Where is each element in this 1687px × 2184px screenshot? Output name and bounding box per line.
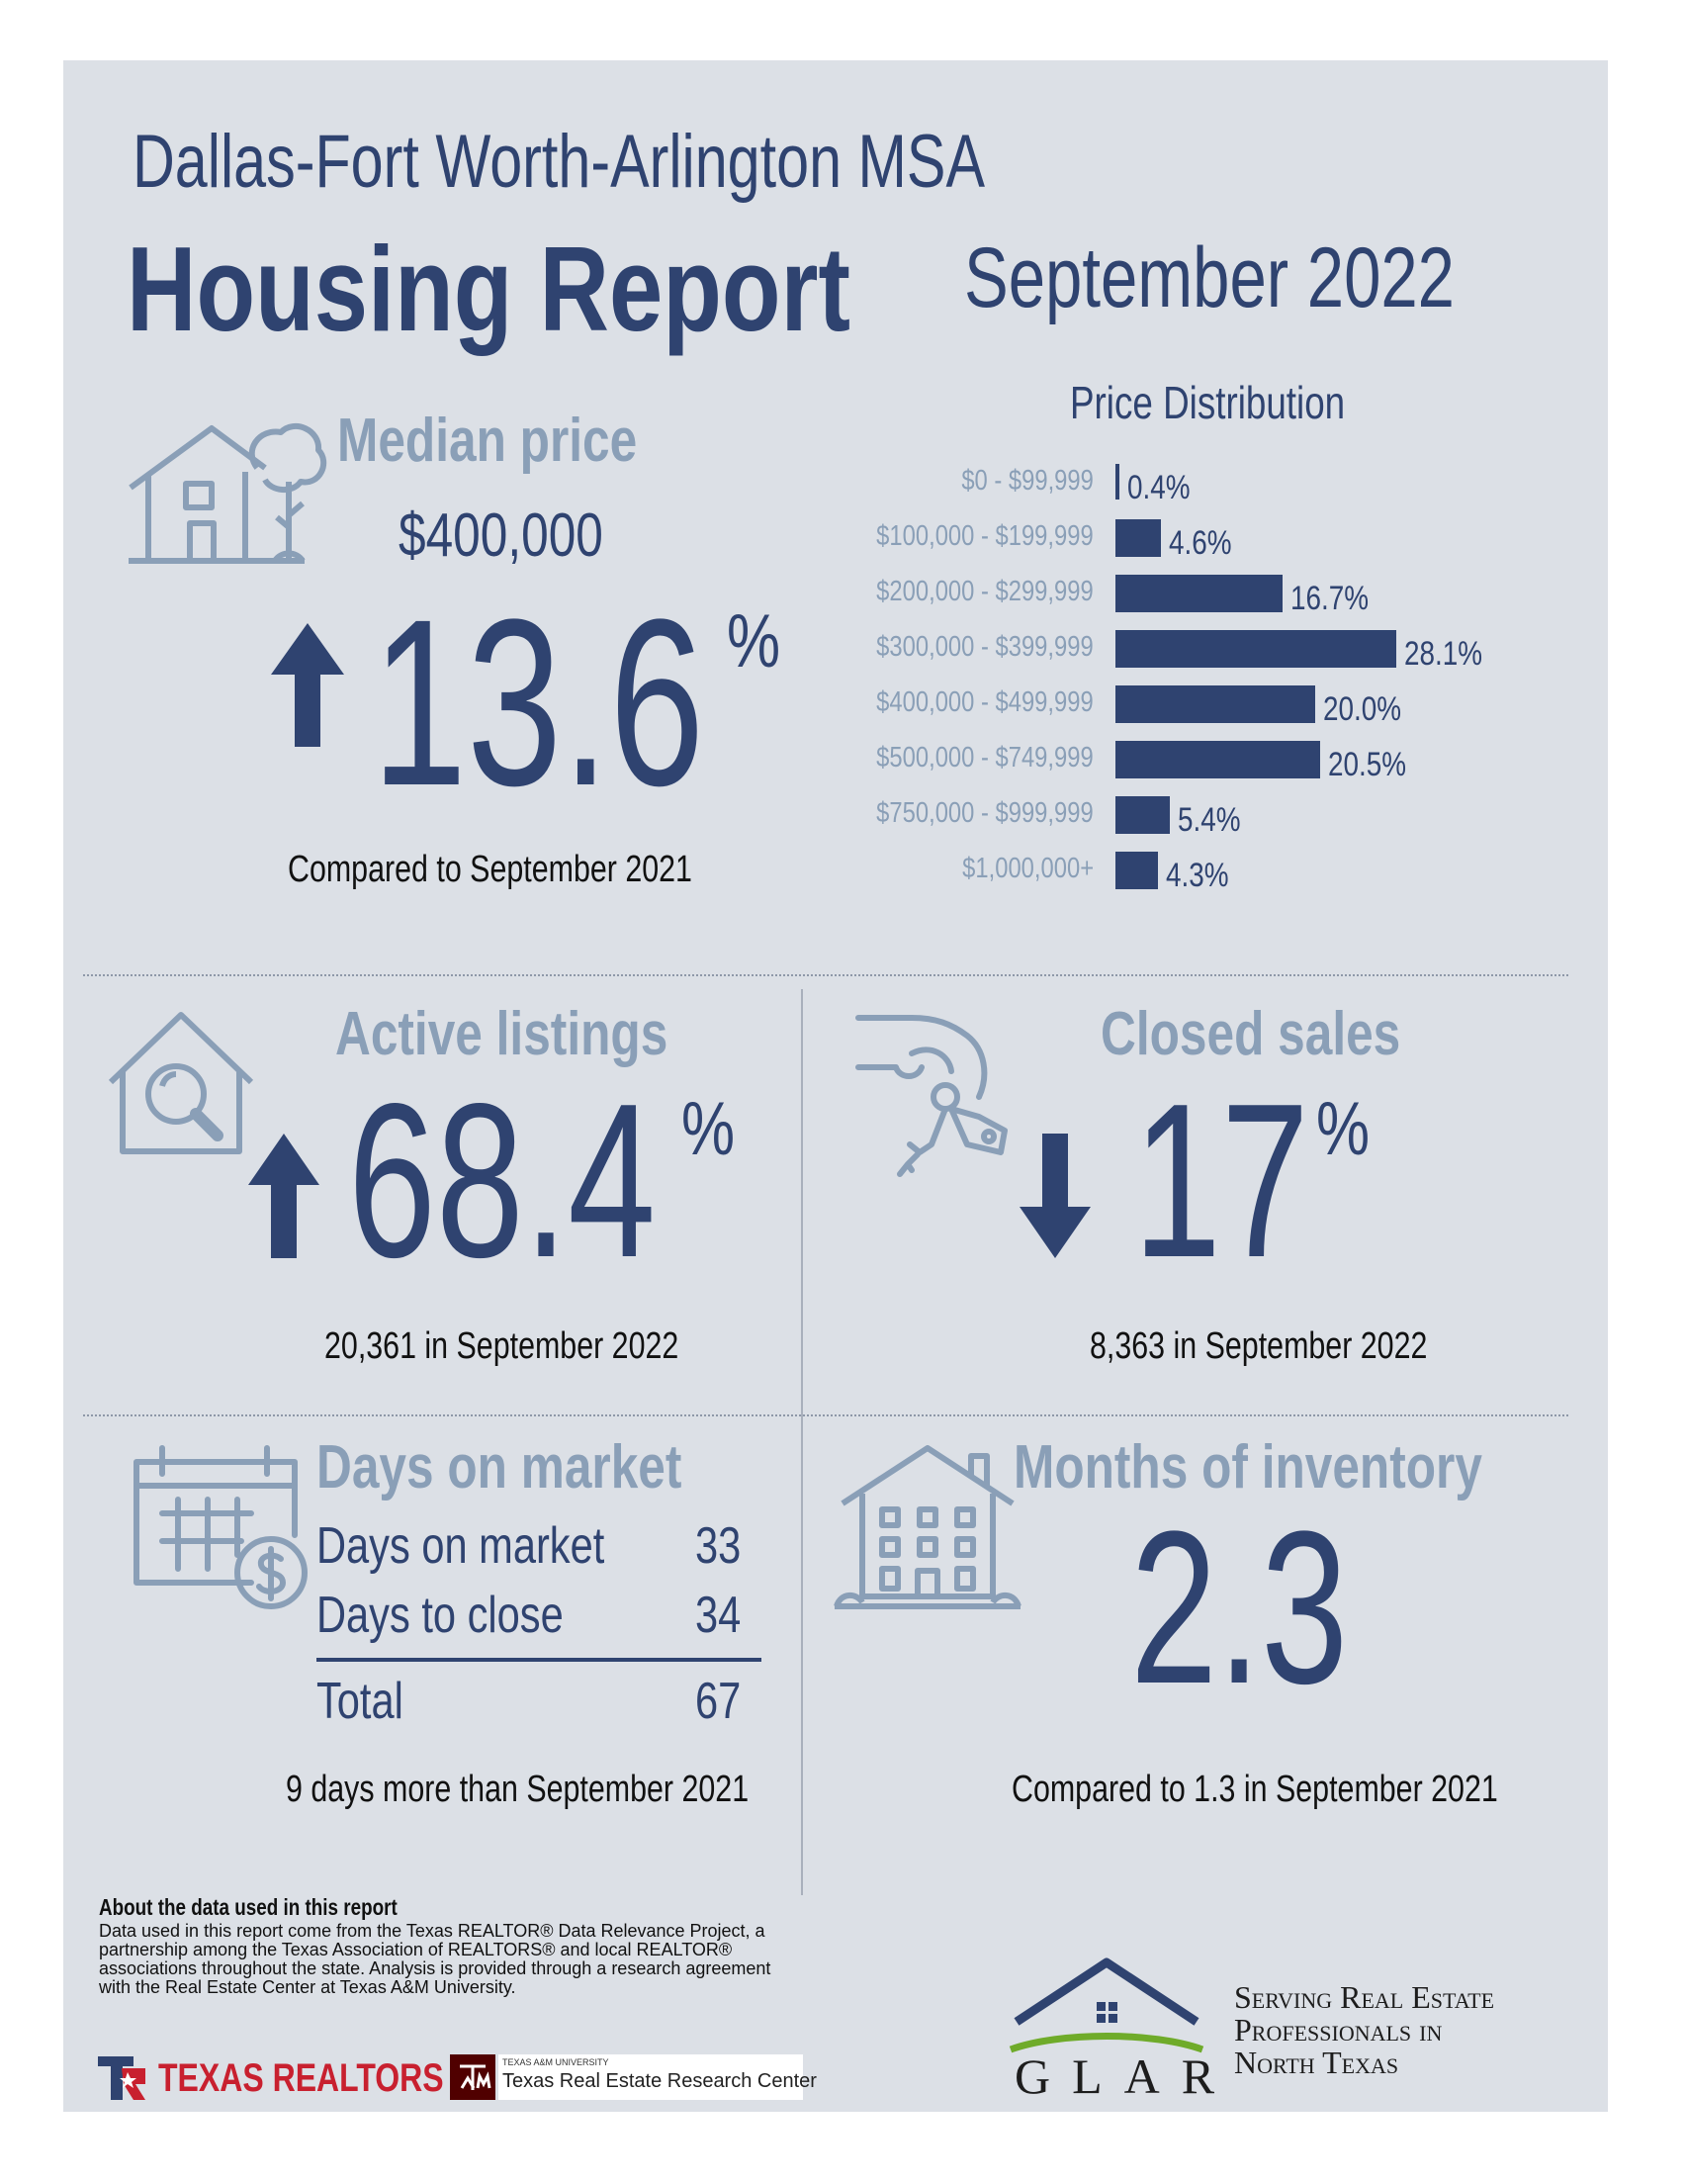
divider-top bbox=[83, 974, 1568, 976]
texas-realtors-logo: TEXAS REALTORS bbox=[158, 2056, 444, 2100]
chart-bar bbox=[1115, 575, 1283, 612]
total-label: Total bbox=[316, 1673, 403, 1730]
report-title: Housing Report bbox=[127, 222, 850, 356]
total-rule bbox=[316, 1658, 761, 1662]
moi-title: Months of inventory bbox=[1014, 1433, 1482, 1502]
house-tree-icon bbox=[129, 423, 327, 564]
tamu-logo-name: Texas Real Estate Research Center bbox=[502, 2070, 817, 2092]
moi-value: 2.3 bbox=[1130, 1486, 1349, 1729]
hand-keys-icon bbox=[855, 1015, 1008, 1177]
glar-tagline-line: Professionals in bbox=[1234, 2012, 1443, 2048]
median-change-value: 13.6 bbox=[372, 570, 705, 835]
active-listings-change: 68.4 bbox=[348, 1058, 657, 1304]
median-change-unit: % bbox=[727, 599, 781, 683]
active-listings-title: Active listings bbox=[335, 1000, 668, 1068]
arrow-up-icon bbox=[248, 1134, 319, 1258]
median-comparison: Compared to September 2021 bbox=[288, 849, 692, 890]
chart-bar bbox=[1115, 519, 1162, 557]
dom-row-value: 33 bbox=[695, 1517, 742, 1575]
total-value: 67 bbox=[695, 1673, 742, 1730]
house-search-icon bbox=[108, 1012, 254, 1154]
dom-row-label: Days on market bbox=[316, 1517, 605, 1575]
chart-data-label: 20.5% bbox=[1328, 746, 1407, 783]
median-price-title: Median price bbox=[337, 407, 638, 475]
about-text: Data used in this report come from the T… bbox=[99, 1921, 771, 1997]
chart-bar bbox=[1115, 852, 1159, 889]
period-title: September 2022 bbox=[964, 230, 1455, 325]
divider-middle bbox=[83, 1414, 1568, 1416]
texas-realtors-logo-mark bbox=[98, 2056, 145, 2100]
chart-category-label: $0 - $99,999 bbox=[961, 465, 1094, 497]
chart-bar bbox=[1115, 685, 1316, 723]
chart-bar bbox=[1115, 630, 1396, 668]
glar-tagline-line: North Texas bbox=[1234, 2045, 1399, 2080]
chart-title: Price Distribution bbox=[1070, 377, 1346, 428]
chart-bar bbox=[1115, 741, 1321, 778]
glar-tagline: Serving Real Estate Professionals in Nor… bbox=[1234, 1981, 1494, 2079]
tamu-logo-small: TEXAS A&M UNIVERSITY bbox=[502, 2057, 609, 2067]
glar-house-logo bbox=[1009, 1957, 1204, 2053]
closed-sales-change: 17 bbox=[1133, 1058, 1309, 1304]
chart-data-label: 0.4% bbox=[1127, 469, 1191, 506]
chart-category-label: $1,000,000+ bbox=[962, 853, 1094, 884]
chart-data-label: 4.6% bbox=[1169, 524, 1233, 562]
chart-data-label: 28.1% bbox=[1404, 635, 1483, 673]
dtc-row-label: Days to close bbox=[316, 1587, 564, 1644]
chart-category-label: $100,000 - $199,999 bbox=[876, 520, 1094, 552]
chart-category-label: $300,000 - $399,999 bbox=[876, 631, 1094, 663]
active-listings-unit: % bbox=[681, 1087, 736, 1171]
calendar-dollar-icon bbox=[133, 1445, 308, 1609]
chart-bar bbox=[1115, 796, 1170, 834]
about-title: About the data used in this report bbox=[99, 1894, 398, 1920]
moi-caption: Compared to 1.3 in September 2021 bbox=[1012, 1769, 1498, 1810]
chart-category-label: $500,000 - $749,999 bbox=[876, 742, 1094, 774]
chart-category-label: $200,000 - $299,999 bbox=[876, 576, 1094, 607]
dom-caption: 9 days more than September 2021 bbox=[286, 1769, 750, 1810]
median-price-value: $400,000 bbox=[399, 501, 603, 570]
chart-category-label: $750,000 - $999,999 bbox=[876, 797, 1094, 829]
arrow-down-icon bbox=[1020, 1134, 1091, 1258]
dom-title: Days on market bbox=[316, 1433, 682, 1502]
report-panel bbox=[63, 60, 1608, 2112]
tamu-logo-mark bbox=[450, 2054, 495, 2100]
arrow-up-icon bbox=[271, 623, 344, 747]
closed-sales-caption: 8,363 in September 2022 bbox=[1090, 1325, 1428, 1367]
region-title: Dallas-Fort Worth-Arlington MSA bbox=[133, 120, 985, 204]
chart-category-label: $400,000 - $499,999 bbox=[876, 686, 1094, 718]
active-listings-caption: 20,361 in September 2022 bbox=[324, 1325, 679, 1367]
closed-sales-unit: % bbox=[1316, 1087, 1371, 1171]
chart-data-label: 16.7% bbox=[1289, 580, 1369, 617]
building-icon bbox=[834, 1445, 1021, 1609]
chart-data-label: 20.0% bbox=[1323, 690, 1402, 728]
divider-vertical bbox=[801, 989, 803, 1895]
chart-bar bbox=[1115, 464, 1120, 500]
closed-sales-title: Closed sales bbox=[1101, 1000, 1401, 1068]
tamu-logo-box bbox=[498, 2054, 803, 2100]
dtc-row-value: 34 bbox=[695, 1587, 742, 1644]
chart-data-label: 4.3% bbox=[1166, 857, 1230, 894]
chart-data-label: 5.4% bbox=[1177, 801, 1241, 839]
glar-logo-text: GLAR bbox=[1015, 2048, 1237, 2104]
glar-tagline-line: Serving Real Estate bbox=[1234, 1979, 1495, 2015]
